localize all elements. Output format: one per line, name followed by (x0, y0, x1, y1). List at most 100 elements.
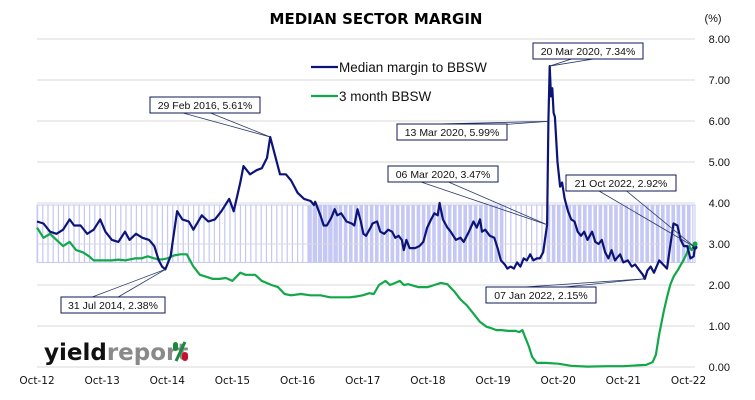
band-stripe (473, 205, 478, 263)
annotation: 06 Mar 2020, 3.47% (387, 165, 548, 226)
band-stripe (193, 205, 195, 263)
band-stripe (666, 205, 670, 263)
annotation-label: 20 Mar 2020, 7.34% (541, 46, 636, 58)
annotation-box (387, 165, 499, 183)
annotation-label: 31 Jul 2014, 2.38% (68, 300, 158, 312)
logo-text-yield: yield (44, 340, 107, 366)
x-tick-labels: Oct-12 Oct-13 Oct-14 Oct-15 Oct-16 Oct-17 Oct-… (19, 375, 706, 387)
band-stripe (468, 205, 473, 263)
x-tick-label: Oct-18 (410, 375, 445, 387)
band-stripe (338, 205, 343, 263)
band-stripe (203, 205, 205, 263)
band-stripe (416, 205, 421, 263)
band-stripe (245, 205, 247, 263)
band-stripe (99, 205, 101, 263)
band-stripe (104, 205, 106, 263)
x-tick-label: Oct-21 (606, 375, 641, 387)
annotation-label: 07 Jan 2022, 2.15% (494, 290, 587, 302)
annotation-label: 13 Mar 2020, 5.99% (405, 127, 500, 139)
band-stripe (515, 205, 517, 263)
band-stripe (520, 205, 522, 263)
band-stripe (624, 205, 629, 263)
band-stripe (411, 205, 415, 263)
band-stripe (385, 205, 389, 263)
band-stripe (463, 205, 467, 263)
y-tick-label: 0.00 (709, 362, 730, 374)
x-tick-label: Oct-12 (19, 375, 54, 387)
series-layer (36, 65, 698, 368)
band-stripe (671, 205, 675, 263)
band-stripe (484, 205, 488, 263)
band-stripe (177, 205, 179, 263)
legend-label-median-margin: Median margin to BBSW (339, 60, 487, 75)
band-stripe (317, 205, 323, 263)
band-stripe (354, 205, 358, 263)
band-stripe (458, 205, 462, 263)
band-stripe (333, 205, 338, 263)
band-stripe (432, 205, 436, 263)
band-stripe (562, 205, 566, 263)
svg-text:yieldreport: yieldreport (44, 340, 188, 366)
y-tick-label: 7.00 (709, 75, 730, 87)
band-stripe (42, 205, 44, 263)
band-stripe (442, 205, 447, 263)
y-tick-label: 3.00 (709, 239, 730, 251)
band-stripe (323, 205, 328, 263)
band-stripe (359, 205, 363, 263)
band-stripe (161, 205, 163, 263)
x-tick-label: Oct-19 (475, 375, 510, 387)
band-stripe (297, 205, 299, 263)
band-stripe (307, 205, 312, 263)
band-stripe (151, 205, 153, 263)
x-tick-label: Oct-16 (280, 375, 316, 387)
band-stripe (609, 205, 613, 263)
band-stripe (406, 205, 410, 263)
annotation-label: 06 Mar 2020, 3.47% (396, 169, 491, 181)
band-stripe (78, 205, 80, 263)
band-stripe (229, 205, 231, 263)
band-stripe (510, 205, 512, 263)
annotation: 20 Mar 2020, 7.34% (532, 42, 644, 67)
band-stripe (401, 205, 405, 263)
series-line-median-margin (36, 65, 697, 280)
legend: Median margin to BBSW 3 month BBSW (311, 60, 487, 104)
band-stripe (546, 205, 551, 263)
band-stripe (234, 205, 236, 263)
band-stripe (427, 205, 431, 263)
band-stripe (635, 205, 639, 263)
band-stripe (692, 205, 694, 263)
band-stripe (598, 205, 603, 263)
series-end-marker (692, 241, 698, 247)
band-stripe (208, 205, 210, 263)
band-stripe (603, 205, 608, 263)
band-stripe (312, 205, 317, 263)
band-stripe (213, 205, 215, 263)
band-stripe (541, 205, 543, 263)
x-tick-label: Oct-17 (345, 375, 380, 387)
band-stripe (479, 205, 483, 263)
band-stripe (437, 205, 441, 263)
legend-label-bbsw: 3 month BBSW (339, 89, 432, 104)
band-stripe (250, 205, 252, 263)
annotation-label: 21 Oct 2022, 2.92% (575, 178, 668, 190)
annotation: 29 Feb 2016, 5.61% (149, 96, 271, 138)
band-stripe (239, 205, 241, 263)
x-tick-label: Oct-20 (541, 375, 576, 387)
band-stripe (494, 205, 499, 263)
band-stripe (130, 205, 132, 263)
band-stripe (68, 205, 70, 263)
band-stripe (614, 205, 618, 263)
band-stripe (499, 205, 504, 263)
band-stripe (302, 205, 304, 263)
band-stripe (593, 205, 597, 263)
annotation-box (60, 296, 166, 314)
band-stripe (557, 205, 561, 263)
band-stripe (505, 205, 507, 263)
band-stripe (328, 205, 333, 263)
band-stripe (224, 205, 226, 263)
band-stripe (453, 205, 457, 263)
annotations: 29 Feb 2016, 5.61% 31 Jul 2014, 2.38% 20 M… (60, 42, 696, 314)
band-stripe (661, 205, 665, 263)
y-tick-labels: 0.00 1.00 2.00 3.00 4.00 5.00 6.00 7.00 8.00 (709, 34, 730, 374)
